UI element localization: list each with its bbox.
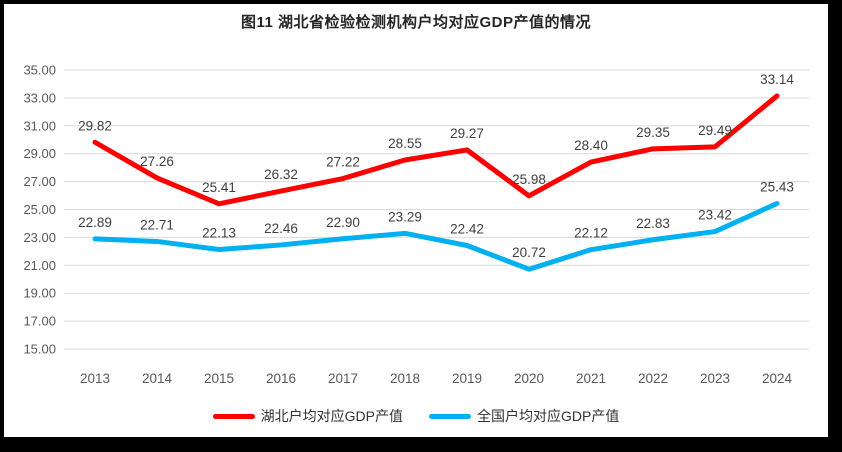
series-line-1 xyxy=(92,201,780,272)
legend-line-swatch xyxy=(212,413,255,419)
data-label-series-0: 28.40 xyxy=(574,138,608,153)
x-axis-tick-label: 2023 xyxy=(700,371,730,386)
y-axis-tick-label: 25.00 xyxy=(23,202,56,217)
x-axis-tick-label: 2013 xyxy=(80,371,110,386)
x-axis-tick-label: 2015 xyxy=(204,371,234,386)
y-axis-tick-label: 35.00 xyxy=(23,63,56,78)
chart-legend: 湖北户均对应GDP产值 全国户均对应GDP产值 xyxy=(4,406,828,426)
data-label-series-0: 27.22 xyxy=(326,155,360,170)
y-axis-tick-label: 31.00 xyxy=(23,118,56,133)
data-label-series-0: 25.41 xyxy=(202,180,236,195)
x-axis-tick-label: 2024 xyxy=(762,371,793,386)
y-axis-tick-label: 27.00 xyxy=(23,174,56,189)
x-axis-tick-label: 2019 xyxy=(452,371,482,386)
data-label-series-1: 25.43 xyxy=(760,180,794,195)
x-axis-tick-label: 2014 xyxy=(142,371,173,386)
data-label-series-0: 33.14 xyxy=(760,72,794,87)
y-axis-tick-label: 17.00 xyxy=(23,314,56,329)
y-axis-tick-label: 21.00 xyxy=(23,258,56,273)
data-label-series-1: 22.83 xyxy=(636,216,670,231)
series-line-0 xyxy=(92,93,780,207)
y-axis-tick-label: 29.00 xyxy=(23,146,56,161)
line-chart-plot: 35.00 33.00 31.00 29.00 27.00 25.00 23.00 21.00… xyxy=(23,63,809,386)
data-label-series-1: 22.12 xyxy=(574,226,608,241)
legend-item-0: 湖北户均对应GDP产值 xyxy=(212,406,403,426)
x-axis-tick-label: 2020 xyxy=(514,371,544,386)
data-label-series-1: 23.42 xyxy=(698,208,732,223)
chart-area: 图11 湖北省检验检测机构户均对应GDP产值的情况 35.00 33.00 31.0… xyxy=(4,4,828,437)
data-label-series-1: 23.29 xyxy=(388,209,422,224)
legend-line-swatch xyxy=(429,413,471,419)
chart-title: 图11 湖北省检验检测机构户均对应GDP产值的情况 xyxy=(240,14,592,31)
data-label-series-0: 28.55 xyxy=(388,136,422,151)
data-label-series-0: 29.35 xyxy=(636,125,670,140)
legend-item-1: 全国户均对应GDP产值 xyxy=(429,406,619,426)
y-axis-tick-label: 23.00 xyxy=(23,230,56,245)
data-label-series-1: 22.46 xyxy=(264,221,298,236)
data-label-series-0: 29.27 xyxy=(450,126,484,141)
data-label-series-1: 22.71 xyxy=(140,217,174,232)
x-axis-tick-label: 2022 xyxy=(638,371,668,386)
data-label-series-0: 29.82 xyxy=(78,118,112,133)
data-label-series-0: 29.49 xyxy=(698,123,732,138)
x-axis-tick-label: 2021 xyxy=(576,371,606,386)
data-label-series-1: 22.89 xyxy=(78,215,112,230)
data-label-series-0: 27.26 xyxy=(140,154,174,169)
y-axis-tick-label: 19.00 xyxy=(23,286,56,301)
x-axis-tick-label: 2016 xyxy=(266,371,296,386)
data-label-series-1: 22.90 xyxy=(326,215,360,230)
x-axis-tick-label: 2017 xyxy=(328,371,358,386)
data-label-series-1: 22.42 xyxy=(450,221,484,236)
data-label-series-0: 25.98 xyxy=(512,172,546,187)
y-axis-tick-label: 33.00 xyxy=(23,90,56,105)
legend-label: 全国户均对应GDP产值 xyxy=(477,408,620,424)
data-label-series-1: 20.72 xyxy=(512,245,546,260)
y-axis-tick-label: 15.00 xyxy=(23,342,56,357)
data-label-series-1: 22.13 xyxy=(202,226,236,241)
data-label-series-0: 26.32 xyxy=(264,167,298,182)
x-axis-tick-label: 2018 xyxy=(390,371,420,386)
legend-label: 湖北户均对应GDP产值 xyxy=(260,408,403,424)
